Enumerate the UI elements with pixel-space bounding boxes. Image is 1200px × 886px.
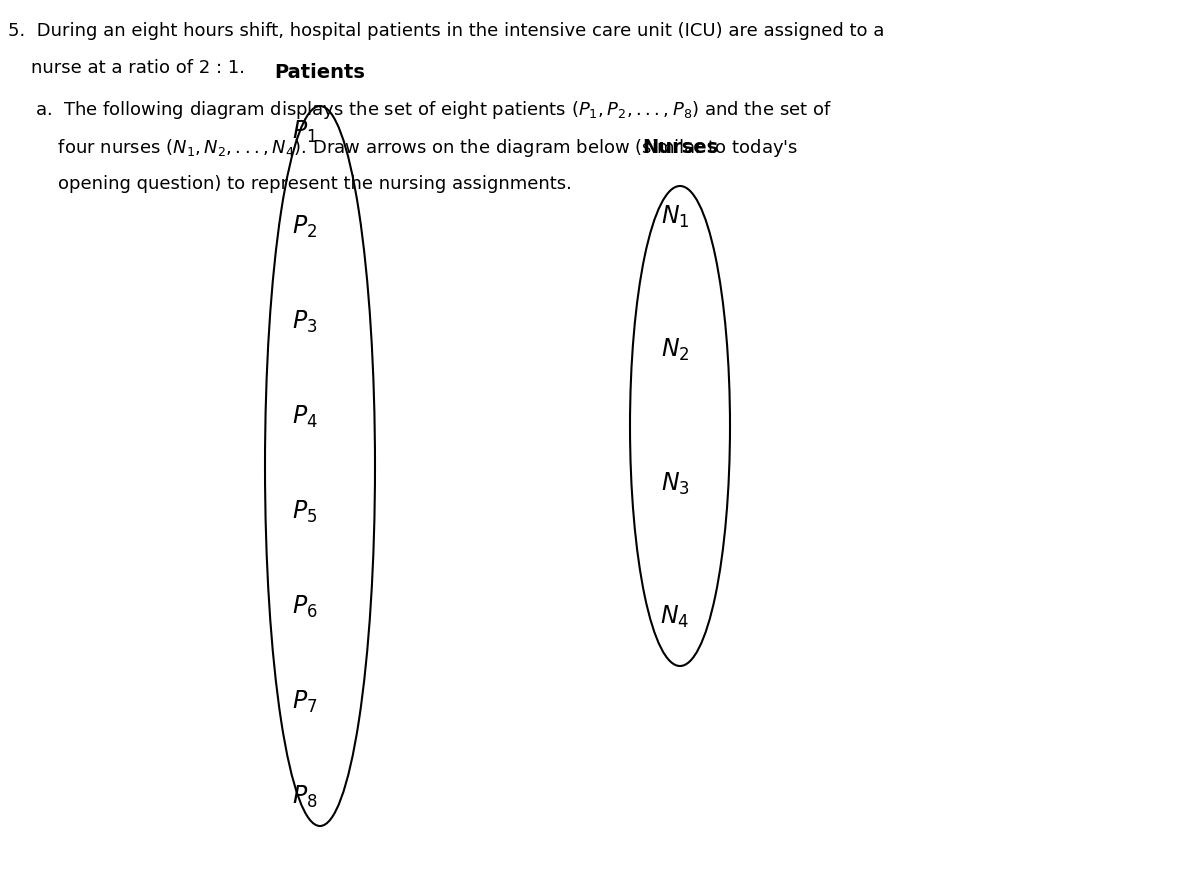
Text: opening question) to represent the nursing assignments.: opening question) to represent the nursi… bbox=[35, 175, 572, 193]
Text: $P_8$: $P_8$ bbox=[293, 783, 318, 809]
Text: $N_4$: $N_4$ bbox=[660, 603, 690, 629]
Text: $N_2$: $N_2$ bbox=[661, 337, 689, 363]
Text: Nurses: Nurses bbox=[642, 138, 718, 157]
Text: Patients: Patients bbox=[275, 63, 366, 82]
Text: $P_6$: $P_6$ bbox=[292, 594, 318, 619]
Text: four nurses ($N_1, N_2, ..., N_4$). Draw arrows on the diagram below (similar to: four nurses ($N_1, N_2, ..., N_4$). Draw… bbox=[35, 136, 798, 159]
Text: $N_1$: $N_1$ bbox=[661, 204, 689, 229]
Text: $P_7$: $P_7$ bbox=[293, 688, 318, 714]
Text: 5.  During an eight hours shift, hospital patients in the intensive care unit (I: 5. During an eight hours shift, hospital… bbox=[8, 22, 884, 40]
Text: $N_3$: $N_3$ bbox=[661, 470, 689, 496]
Text: $P_3$: $P_3$ bbox=[293, 308, 318, 335]
Text: $P_2$: $P_2$ bbox=[293, 214, 318, 240]
Text: nurse at a ratio of 2 : 1.: nurse at a ratio of 2 : 1. bbox=[8, 59, 245, 77]
Text: $P_5$: $P_5$ bbox=[293, 498, 318, 525]
Text: $P_4$: $P_4$ bbox=[292, 403, 318, 430]
Text: $P_1$: $P_1$ bbox=[293, 119, 318, 145]
Text: a.  The following diagram displays the set of eight patients ($P_1, P_2, ..., P_: a. The following diagram displays the se… bbox=[35, 99, 832, 120]
